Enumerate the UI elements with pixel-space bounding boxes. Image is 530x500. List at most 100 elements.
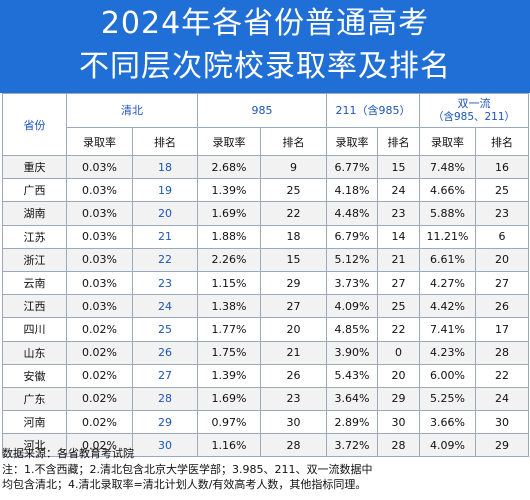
title-line-2: 不同层次院校录取率及排名: [79, 49, 451, 84]
double-first-class-rate-cell: 4.23%: [419, 340, 476, 365]
double-first-class-rank-cell: 27: [475, 270, 529, 296]
qingbei-rate-cell: 0.02%: [66, 363, 133, 388]
qingbei-rank-cell: 26: [132, 340, 198, 365]
qingbei-rank-cell: 25: [132, 317, 198, 342]
double-first-class-rate-cell: 5.88%: [419, 201, 476, 226]
rank-985-cell: 15: [260, 247, 327, 272]
rank-211-cell: 23: [377, 201, 420, 226]
rate-985-cell: 1.69%: [197, 386, 261, 412]
qingbei-rate-cell: 0.02%: [66, 410, 133, 435]
rank-985-cell: 25: [260, 178, 327, 203]
province-cell: 湖南: [2, 201, 67, 226]
double-first-class-rank-cell: 6: [475, 224, 529, 249]
double-first-class-rate-cell: 11.21%: [419, 224, 476, 249]
rank-211-cell: 0: [377, 340, 420, 365]
qingbei-rank-cell: 23: [132, 270, 198, 296]
rank-985-cell: 18: [260, 224, 327, 249]
rank-985-cell: 22: [260, 201, 327, 226]
qingbei-rank-cell: 20: [132, 201, 198, 226]
double-first-class-rate-cell: 4.66%: [419, 178, 476, 203]
double-first-class-rate-cell: 3.66%: [419, 410, 476, 435]
qingbei-rate-cell: 0.03%: [66, 201, 133, 226]
table-row: 重庆 0.03% 18 2.68% 9 6.77% 15 7.48% 16: [2, 154, 529, 180]
double-first-class-rate-cell: 7.41%: [419, 317, 476, 342]
double-first-class-rank-cell: 30: [475, 410, 529, 435]
note-line: 注：1.不含西藏；2.清北包含北京大学医学部；3.985、211、双一流数据中: [2, 462, 373, 476]
double-first-class-rate-cell: 4.42%: [419, 294, 476, 319]
table-row: 广东 0.02% 28 1.69% 23 3.64% 29 5.25% 24: [2, 386, 529, 412]
rate-985-cell: 1.38%: [197, 294, 261, 319]
group-header-label: 清北: [121, 103, 143, 117]
rate-985-cell: 2.26%: [197, 247, 261, 272]
rank-column-header: 排名: [475, 127, 529, 156]
rate-985-cell: 1.75%: [197, 340, 261, 365]
double-first-class-rate-cell: 6.00%: [419, 363, 476, 388]
rate-211-cell: 4.48%: [326, 201, 378, 226]
qingbei-rate-cell: 0.03%: [66, 224, 133, 249]
double-first-class-rate-cell: 7.48%: [419, 154, 476, 180]
note-line: 均包含清北；4.清北录取率=清北计划人数/有效高考人数，其他指标同理。: [2, 478, 367, 491]
group-header-label: 双一流: [457, 97, 491, 110]
double-first-class-rank-cell: 25: [475, 178, 529, 203]
qingbei-rate-cell: 0.02%: [66, 340, 133, 365]
qingbei-rank-cell: 22: [132, 247, 198, 272]
rank-985-cell: 26: [260, 363, 327, 388]
table-row: 四川 0.02% 25 1.77% 20 4.85% 22 7.41% 17: [2, 317, 529, 342]
rate-211-cell: 3.72%: [326, 433, 378, 458]
rate-column-header: 录取率: [197, 127, 261, 156]
double-first-class-rank-cell: 26: [475, 294, 529, 319]
double-first-class-rank-cell: 17: [475, 317, 529, 342]
province-cell: 重庆: [2, 154, 67, 180]
rank-985-cell: 20: [260, 317, 327, 342]
rank-985-cell: 27: [260, 294, 327, 319]
double-first-class-rate-cell: 5.25%: [419, 386, 476, 412]
qingbei-rank-cell: 21: [132, 224, 198, 249]
rate-211-cell: 2.89%: [326, 410, 378, 435]
qingbei-rank-cell: 19: [132, 178, 198, 203]
qingbei-rate-cell: 0.03%: [66, 270, 133, 296]
rate-211-cell: 5.43%: [326, 363, 378, 388]
province-cell: 四川: [2, 317, 67, 342]
rank-column-header: 排名: [260, 127, 327, 156]
rank-985-cell: 28: [260, 433, 327, 458]
rank-985-cell: 21: [260, 340, 327, 365]
double-first-class-rate-cell: 6.61%: [419, 247, 476, 272]
data-source: 数据来源：各省教育考试院: [2, 447, 134, 460]
rank-211-cell: 25: [377, 294, 420, 319]
rank-211-cell: 24: [377, 178, 420, 203]
rank-211-cell: 27: [377, 270, 420, 296]
rank-211-cell: 30: [377, 410, 420, 435]
table-row: 江西 0.03% 24 1.38% 27 4.09% 25 4.42% 26: [2, 294, 529, 319]
table-header-row-metrics: 录取率 排名 录取率 排名 录取率 排名 录取率 排名: [3, 127, 529, 156]
rate-211-cell: 4.85%: [326, 317, 378, 342]
rate-211-cell: 3.90%: [326, 340, 378, 365]
double-first-class-rate-cell: 4.27%: [419, 270, 476, 296]
rate-985-cell: 2.68%: [197, 154, 261, 180]
title-line-1: 2024年各省份普通高考: [100, 6, 430, 41]
qingbei-rate-cell: 0.02%: [66, 433, 133, 458]
rate-985-cell: 1.69%: [197, 201, 261, 226]
table-header-row-groups: 省份 清北 985 211（含985） 双一流 （含985、211）: [2, 93, 529, 156]
qingbei-rate-cell: 0.03%: [66, 247, 133, 272]
group-header-985: 985: [197, 93, 327, 128]
double-first-class-rank-cell: 29: [475, 433, 529, 458]
rate-211-cell: 6.77%: [326, 154, 378, 180]
rate-211-cell: 3.73%: [326, 270, 378, 296]
qingbei-rate-cell: 0.02%: [66, 386, 133, 412]
qingbei-rank-cell: 29: [132, 410, 198, 435]
double-first-class-rate-cell: 4.09%: [419, 433, 476, 458]
table-row: 山东 0.02% 26 1.75% 21 3.90% 0 4.23% 28: [2, 340, 529, 365]
rank-211-cell: 21: [377, 247, 420, 272]
rank-211-cell: 28: [377, 433, 420, 458]
province-cell: 云南: [2, 270, 67, 296]
rate-211-cell: 4.18%: [326, 178, 378, 203]
double-first-class-rank-cell: 20: [475, 247, 529, 272]
group-header-211: 211（含985）: [326, 93, 420, 128]
group-header-qingbei: 清北: [66, 93, 198, 128]
table-row: 河南 0.02% 29 0.97% 30 2.89% 30 3.66% 30: [2, 410, 529, 435]
province-cell: 浙江: [2, 247, 67, 272]
group-header-label: 985: [251, 103, 273, 117]
qingbei-rate-cell: 0.03%: [66, 154, 133, 180]
province-cell: 河南: [2, 410, 67, 435]
double-first-class-rank-cell: 24: [475, 386, 529, 412]
